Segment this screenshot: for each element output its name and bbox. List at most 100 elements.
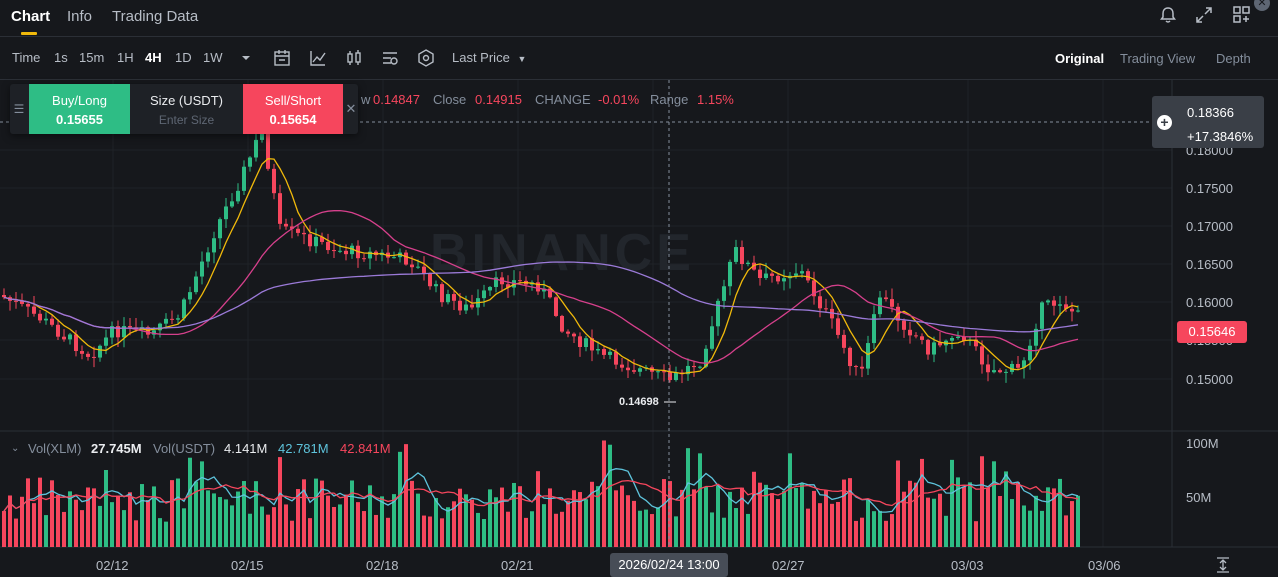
volume-bar [530,511,534,547]
candle-body [818,296,822,309]
volume-bar [548,488,552,547]
volume-bar [590,481,594,547]
candle-body [326,241,330,251]
candle-body [122,326,126,338]
volume-bar [554,513,558,547]
candle-body [764,273,768,278]
volume-bar [32,503,36,547]
candle-body [848,347,852,367]
price-chart[interactable]: BINANCE [0,80,1278,577]
volume-bar [128,492,132,547]
candle-body [98,345,102,358]
volume-bar [980,456,984,547]
candle-body [68,334,72,340]
close-icon[interactable]: ✕ [345,101,357,116]
volume-bar [722,517,726,547]
volume-bar [1076,495,1080,547]
interval-15m[interactable]: 15m [79,50,105,65]
drag-handle-icon[interactable]: ☰ [13,102,25,116]
candle-body [950,338,954,341]
volume-bar [398,451,402,547]
candle-body [770,273,774,276]
indicator-icon[interactable] [308,48,328,68]
time-axis-label: 02/18 [366,558,399,573]
view-original[interactable]: Original [1055,51,1105,66]
bell-icon[interactable] [1157,4,1179,26]
close-circle-icon[interactable]: ✕ [1254,0,1270,11]
candle-body [584,338,588,348]
view-depth[interactable]: Depth [1216,51,1251,66]
calendar-icon[interactable] [272,48,292,68]
candle-body [110,326,114,338]
crosshair-price-tag: + 0.18366 +17.3846% [1152,96,1264,148]
buy-long-button[interactable]: Buy/Long 0.15655 [29,84,130,134]
candle-body [62,336,66,340]
interval-4h[interactable]: 4H [145,50,162,65]
interval-1w[interactable]: 1W [203,50,223,65]
candle-body [890,299,894,307]
collapse-chevron-icon[interactable]: ⌄ [11,443,20,454]
volume-bar [170,480,174,547]
volume-bar [488,489,492,547]
settings-sliders-icon[interactable] [380,48,400,68]
candle-body [170,318,174,320]
auto-scale-icon[interactable] [1214,556,1232,574]
layout-grid-icon[interactable] [1231,4,1253,26]
candle-body [284,223,288,227]
candle-body [2,295,6,298]
interval-1h[interactable]: 1H [117,50,134,65]
vol-ma1-value: 42.781M [278,441,329,456]
volume-bar [854,520,858,547]
candle-body [746,262,750,265]
candle-body [992,370,996,373]
vol-xlm-label: Vol(XLM) [28,441,82,456]
volume-bar [116,495,120,547]
candle-body [686,365,690,375]
interval-1s[interactable]: 1s [54,50,68,65]
buy-price: 0.15655 [56,112,103,127]
volume-bar [944,515,948,547]
interval-time[interactable]: Time [12,50,41,65]
candle-type-icon[interactable] [344,48,364,68]
candle-body [404,252,408,265]
volume-bar [344,494,348,547]
volume-bar [2,511,6,547]
price-type-select[interactable]: Last Price ▼ [452,50,526,65]
volume-bar [662,479,666,547]
volume-bar [1034,495,1038,547]
volume-bar [146,500,150,547]
candle-body [884,297,888,300]
candle-body [842,334,846,348]
hexagon-icon[interactable] [416,48,436,68]
volume-bar [752,471,756,547]
view-trading-view[interactable]: Trading View [1120,51,1196,66]
volume-bar [368,485,372,547]
candle-body [266,128,270,169]
volume-bar [56,494,60,547]
volume-bar [1064,515,1068,547]
volume-bar [746,513,750,547]
candle-body [206,252,210,262]
candle-body [662,371,666,373]
tab-trading-data[interactable]: Trading Data [112,8,199,25]
crosshair-percent: +17.3846% [1187,129,1254,144]
size-input[interactable] [140,111,233,129]
volume-bar [104,469,108,547]
chevron-down-icon[interactable] [236,48,256,68]
price-axis-label: 0.15000 [1186,372,1233,387]
tab-info[interactable]: Info [67,8,93,25]
candle-body [320,236,324,242]
candle-body [854,366,858,368]
size-label: Size (USDT) [150,93,223,108]
volume-bar [314,478,318,547]
candle-body [836,318,840,335]
volume-bar [380,496,384,547]
add-alert-plus-icon[interactable]: + [1157,115,1172,130]
ohlc-change-label: CHANGE [535,92,591,107]
volume-bar [878,510,882,547]
volume-bar [518,486,522,547]
interval-1d[interactable]: 1D [175,50,192,65]
expand-icon[interactable] [1193,4,1215,26]
tab-chart[interactable]: Chart [11,8,51,25]
sell-short-button[interactable]: Sell/Short 0.15654 [243,84,343,134]
